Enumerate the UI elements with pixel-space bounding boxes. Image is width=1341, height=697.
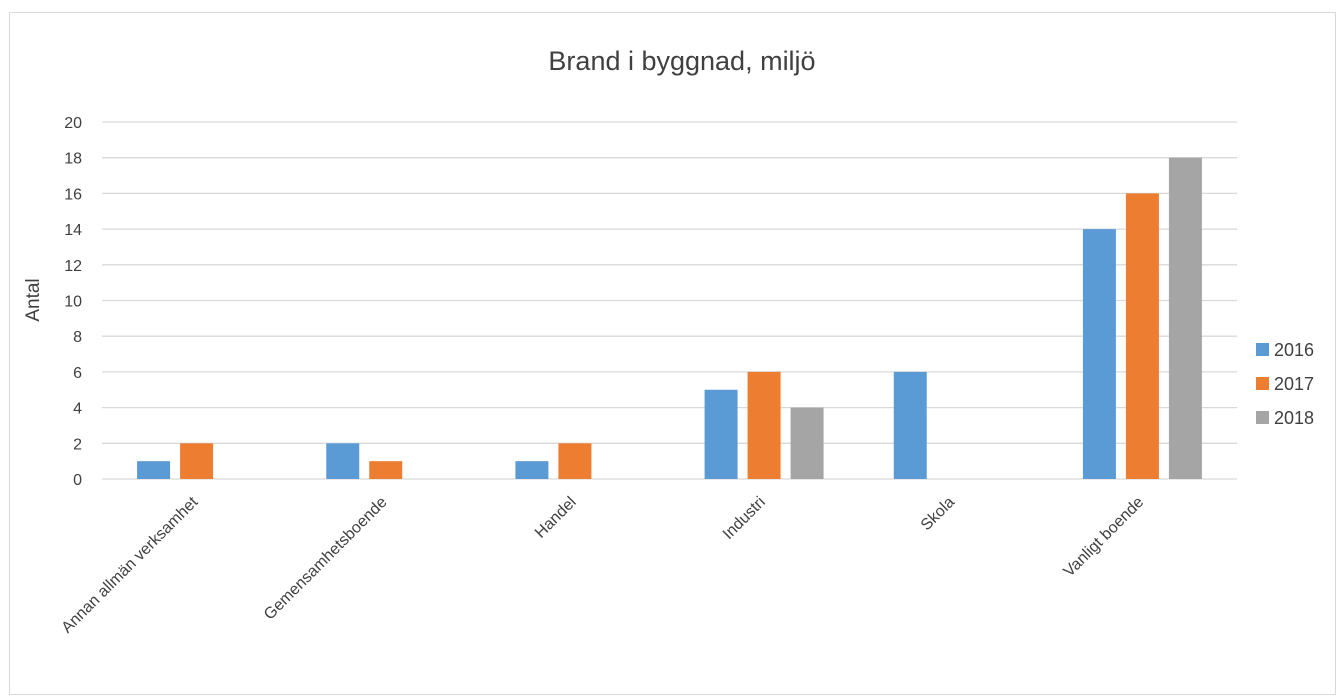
bar-2017 [747, 371, 781, 479]
bar-2018 [790, 407, 824, 479]
bars [137, 157, 1202, 479]
y-tick-label: 18 [64, 151, 82, 168]
x-tick-label: Industri [720, 494, 769, 543]
x-tick-label: Vanligt boende [1061, 494, 1148, 581]
y-tick-label: 16 [64, 186, 82, 203]
legend-swatch-2018 [1256, 411, 1269, 424]
y-tick-label: 8 [73, 329, 82, 346]
legend-swatch-2016 [1256, 343, 1269, 356]
y-axis-title: Antal [23, 278, 44, 321]
legend: 2016 2017 2018 [1256, 340, 1314, 428]
y-tick-label: 4 [73, 401, 82, 418]
y-tick-label: 6 [73, 365, 82, 382]
y-tick-label: 0 [73, 472, 82, 489]
bar-2017 [180, 443, 214, 479]
bar-2017 [369, 461, 403, 479]
x-tick-label: Annan allmän verksamhet [59, 493, 202, 636]
bar-2017 [558, 443, 592, 479]
y-tick-label: 10 [64, 294, 82, 311]
legend-label: 2016 [1274, 340, 1314, 360]
legend-swatch-2017 [1256, 377, 1269, 390]
bar-2016 [704, 389, 738, 479]
y-tick-label: 2 [73, 436, 82, 453]
y-tick-label: 14 [64, 222, 82, 239]
bar-2016 [893, 371, 927, 479]
y-axis-ticks: 0 2 4 6 8 10 12 14 16 18 20 [64, 115, 82, 489]
bar-2016 [137, 461, 171, 479]
x-tick-label: Skola [918, 494, 958, 534]
y-tick-label: 20 [64, 115, 82, 132]
x-tick-label: Handel [532, 494, 580, 542]
bar-2016 [326, 443, 360, 479]
legend-label: 2018 [1274, 408, 1314, 428]
bar-2016 [1082, 229, 1116, 479]
legend-label: 2017 [1274, 374, 1314, 394]
bar-2018 [1168, 157, 1202, 479]
x-axis-ticks: Annan allmän verksamhet Gemensamhetsboend… [59, 493, 1148, 636]
x-tick-label: Gemensamhetsboende [261, 494, 391, 624]
y-tick-label: 12 [64, 258, 82, 275]
bar-2017 [1125, 193, 1159, 479]
bar-2016 [515, 461, 549, 479]
chart-title: Brand i byggnad, miljö [548, 46, 815, 76]
gridlines [102, 121, 1237, 480]
